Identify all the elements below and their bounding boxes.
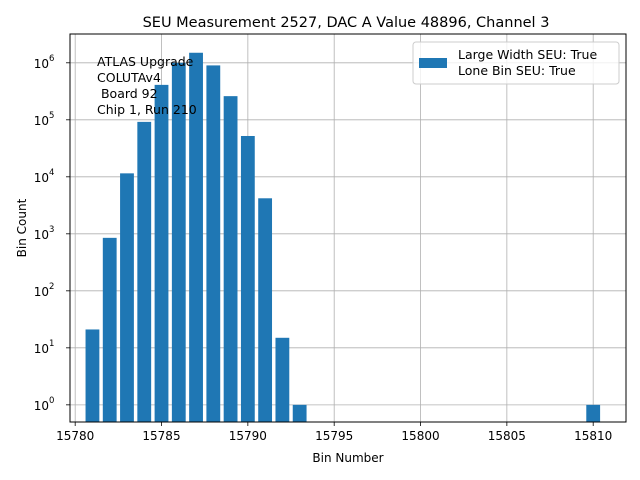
- x-axis-label: Bin Number: [312, 451, 383, 465]
- y-tick-exponent: 1: [49, 339, 54, 349]
- y-tick-label: 10: [34, 399, 49, 413]
- x-tick-label: 15800: [401, 429, 439, 443]
- annotation-line: Board 92: [97, 86, 158, 101]
- x-tick-label: 15790: [229, 429, 267, 443]
- legend: Large Width SEU: True Lone Bin SEU: True: [412, 41, 620, 85]
- y-tick-label: 10: [34, 285, 49, 299]
- bar: [85, 329, 100, 422]
- y-tick-exponent: 6: [49, 54, 54, 64]
- y-tick-exponent: 3: [49, 225, 54, 235]
- y-tick-exponent: 0: [49, 396, 54, 406]
- legend-entry-line: Lone Bin SEU: True: [458, 63, 576, 78]
- y-tick-label: 10: [34, 114, 49, 128]
- y-tick-exponent: 4: [49, 168, 54, 178]
- bar: [189, 52, 203, 422]
- x-tick-label: 15780: [56, 429, 94, 443]
- legend-box: [412, 41, 620, 85]
- y-tick-label: 10: [34, 171, 49, 185]
- legend-entry-line: Large Width SEU: True: [458, 47, 597, 62]
- bar: [223, 96, 238, 423]
- annotation-line: COLUTAv4: [97, 70, 161, 85]
- run-info-annotation: ATLAS Upgrade COLUTAv4 Board 92 Chip 1, …: [97, 54, 197, 117]
- x-tick-label: 15785: [142, 429, 180, 443]
- plot-frame: [69, 33, 627, 423]
- chart-title: SEU Measurement 2527, DAC A Value 48896,…: [143, 15, 550, 31]
- x-tick-label: 15805: [488, 429, 526, 443]
- x-tick-label: 15810: [574, 429, 612, 443]
- y-tick-exponent: 2: [49, 282, 54, 292]
- annotation-line: Chip 1, Run 210: [97, 102, 197, 117]
- x-axis-ticks: 15780 15785 15790 15795 15800 15805 15810: [56, 422, 612, 443]
- y-tick-label: 10: [34, 57, 49, 71]
- bar: [171, 62, 186, 423]
- bar: [206, 65, 221, 423]
- bar: [258, 198, 273, 422]
- bars: [85, 52, 601, 423]
- y-tick-exponent: 5: [49, 111, 54, 121]
- y-axis-label: Bin Count: [15, 198, 29, 257]
- annotation-line: ATLAS Upgrade: [97, 54, 194, 69]
- y-tick-label: 10: [34, 228, 49, 242]
- bar: [586, 404, 601, 422]
- y-tick-label: 10: [34, 342, 49, 356]
- bar: [275, 337, 290, 422]
- bar: [240, 135, 255, 423]
- bar: [102, 237, 117, 422]
- x-tick-label: 15795: [315, 429, 353, 443]
- legend-swatch: [419, 58, 447, 68]
- bar: [137, 121, 152, 422]
- bar: [154, 84, 169, 423]
- bar: [292, 404, 307, 422]
- bar: [120, 173, 134, 422]
